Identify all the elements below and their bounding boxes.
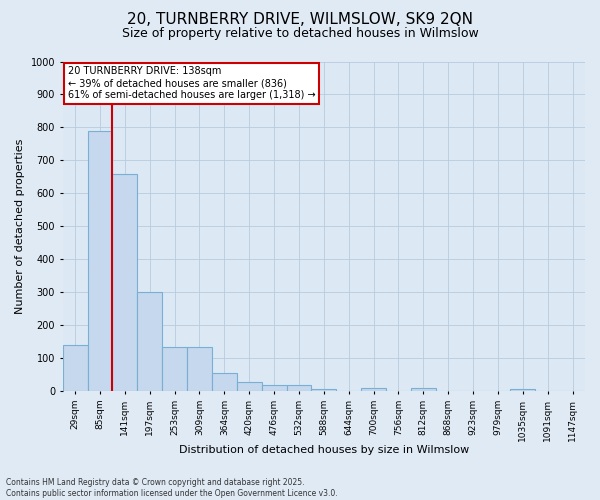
- Bar: [88, 130, 112, 391]
- Bar: [187, 346, 212, 391]
- Text: 20 TURNBERRY DRIVE: 138sqm
← 39% of detached houses are smaller (836)
61% of sem: 20 TURNBERRY DRIVE: 138sqm ← 39% of deta…: [68, 66, 316, 100]
- Bar: [361, 388, 386, 391]
- Bar: [212, 373, 237, 391]
- Text: 20, TURNBERRY DRIVE, WILMSLOW, SK9 2QN: 20, TURNBERRY DRIVE, WILMSLOW, SK9 2QN: [127, 12, 473, 28]
- Bar: [262, 385, 287, 391]
- Bar: [287, 385, 311, 391]
- Bar: [162, 346, 187, 391]
- Bar: [237, 382, 262, 391]
- Text: Contains HM Land Registry data © Crown copyright and database right 2025.
Contai: Contains HM Land Registry data © Crown c…: [6, 478, 338, 498]
- Bar: [112, 174, 137, 391]
- Bar: [411, 388, 436, 391]
- X-axis label: Distribution of detached houses by size in Wilmslow: Distribution of detached houses by size …: [179, 445, 469, 455]
- Bar: [311, 390, 336, 391]
- Text: Size of property relative to detached houses in Wilmslow: Size of property relative to detached ho…: [122, 28, 478, 40]
- Bar: [62, 345, 88, 391]
- Bar: [511, 390, 535, 391]
- Bar: [137, 292, 162, 391]
- Y-axis label: Number of detached properties: Number of detached properties: [15, 138, 25, 314]
